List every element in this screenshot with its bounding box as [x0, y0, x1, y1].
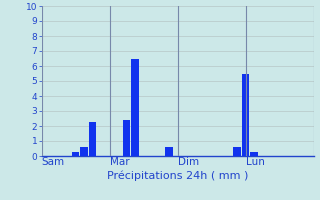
Bar [131, 58, 139, 156]
Bar [72, 152, 79, 156]
Bar [250, 152, 258, 156]
Bar [233, 147, 241, 156]
Bar [80, 147, 88, 156]
Bar [89, 121, 96, 156]
Bar [165, 147, 173, 156]
X-axis label: Précipitations 24h ( mm ): Précipitations 24h ( mm ) [107, 170, 248, 181]
Bar [123, 120, 131, 156]
Bar [242, 73, 249, 156]
